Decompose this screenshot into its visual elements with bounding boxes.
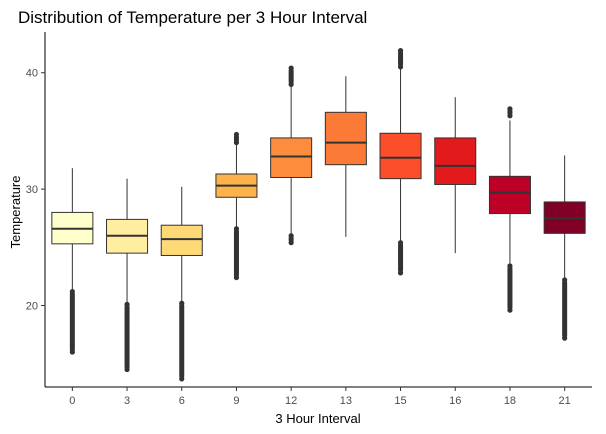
outlier-high-point [288, 65, 294, 71]
outlier-high-point [233, 139, 240, 146]
outlier-low-point [69, 349, 75, 355]
outlier-low-cluster [69, 291, 75, 353]
outlier-low-point [397, 270, 404, 276]
box-13 [324, 111, 367, 166]
outlier-low-point [124, 301, 130, 307]
outlier-high-point [507, 113, 513, 119]
outlier-low-cluster [233, 228, 239, 278]
outlier-high-cluster [288, 68, 294, 85]
x-tick-label: 21 [559, 395, 571, 407]
outlier-low-point [288, 240, 294, 246]
x-tick-label: 13 [340, 395, 352, 407]
x-axis-label: 3 Hour Interval [275, 411, 360, 426]
outlier-low-point [562, 277, 568, 283]
outlier-low-point [507, 307, 513, 313]
outlier-low-point [179, 300, 185, 306]
outlier-high-point [507, 106, 513, 112]
outlier-high-point [288, 81, 294, 87]
outlier-high-point [233, 131, 240, 138]
outlier-low-cluster [562, 279, 568, 339]
y-tick-label: 30 [26, 184, 38, 196]
outlier-high-cluster [398, 50, 404, 67]
outlier-low-point [124, 366, 130, 373]
outlier-low-point [233, 226, 240, 232]
x-tick-label: 18 [504, 395, 516, 407]
x-tick-label: 16 [449, 395, 461, 407]
x-tick-label: 3 [124, 395, 130, 407]
outlier-high-point [397, 48, 404, 54]
box-16 [434, 137, 477, 185]
outlier-low-point [233, 274, 240, 281]
y-axis-label: Temperature [8, 176, 23, 249]
plot-area: 20 30 40 0 3 6 9 12 13 15 16 18 21 [26, 32, 592, 407]
box-18 [488, 175, 531, 215]
y-tick-label: 40 [26, 68, 38, 80]
x-tick-label: 15 [394, 395, 406, 407]
outlier-low-point [397, 240, 404, 246]
outlier-low-point [69, 288, 75, 295]
box-6 [160, 224, 203, 256]
outlier-low-point [179, 376, 185, 382]
outlier-low-cluster [124, 304, 130, 370]
y-tick-label: 20 [26, 301, 38, 313]
outlier-low-cluster [398, 242, 404, 273]
outlier-high-point [397, 64, 404, 70]
outlier-low-point [288, 233, 294, 239]
outlier-low-point [562, 335, 568, 341]
x-tick-label: 12 [285, 395, 297, 407]
x-tick-label: 9 [233, 395, 239, 407]
x-tick-label: 6 [179, 395, 185, 407]
outlier-low-cluster [507, 265, 513, 311]
box-15 [379, 132, 422, 180]
box-12 [270, 137, 313, 178]
x-tick-label: 0 [69, 395, 75, 407]
outlier-low-point [507, 263, 513, 269]
outlier-low-cluster [179, 303, 185, 379]
chart-title: Distribution of Temperature per 3 Hour I… [18, 8, 367, 27]
